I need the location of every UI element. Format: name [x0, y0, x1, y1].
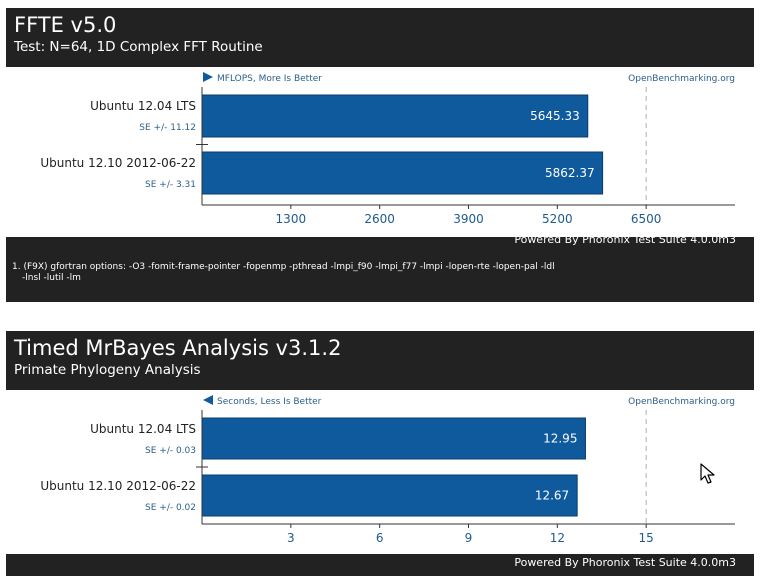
chart-title: FFTE v5.0	[14, 13, 117, 37]
bar-value-label: 12.95	[543, 432, 577, 446]
bar	[201, 94, 589, 138]
x-tick-label: 15	[639, 531, 654, 545]
note-line: -lnsl -lutil -lm	[22, 273, 81, 283]
error-label: SE +/- 0.03	[145, 446, 196, 456]
bar-value-label: 12.67	[535, 489, 569, 503]
source-label: OpenBenchmarking.org	[628, 397, 735, 407]
chart-subtitle: Primate Phylogeny Analysis	[14, 362, 201, 378]
category-label: Ubuntu 12.10 2012-06-22	[40, 479, 196, 493]
bar-value-label: 5862.37	[545, 166, 595, 180]
chart-title: Timed MrBayes Analysis v3.1.2	[14, 336, 342, 360]
chart-panel-mrbayes: Timed MrBayes Analysis v3.1.2 Primate Ph…	[6, 331, 754, 576]
error-label: SE +/- 0.02	[145, 503, 196, 513]
direction-arrow-icon	[203, 72, 213, 82]
bar	[201, 474, 578, 517]
powered-by-text: Powered By Phoronix Test Suite 4.0.0m3	[514, 556, 736, 569]
bar-value-label: 5645.33	[530, 109, 580, 123]
x-tick-label: 5200	[542, 212, 573, 226]
plot-area: Seconds, Less Is Better OpenBenchmarking.…	[6, 390, 754, 554]
source-label: OpenBenchmarking.org	[628, 74, 735, 84]
error-label: SE +/- 11.12	[139, 123, 196, 133]
bar-chart: Seconds, Less Is Better OpenBenchmarking.…	[40, 395, 735, 545]
x-tick-label: 2600	[364, 212, 395, 226]
x-tick-label: 12	[550, 531, 565, 545]
bar-chart: MFLOPS, More Is Better OpenBenchmarking.o…	[40, 72, 735, 226]
x-tick-label: 3	[287, 531, 295, 545]
plot-area: MFLOPS, More Is Better OpenBenchmarking.o…	[6, 67, 754, 237]
mouse-pointer-icon	[700, 463, 715, 484]
axis-label: MFLOPS, More Is Better	[217, 74, 322, 84]
powered-by-text: Powered By Phoronix Test Suite 4.0.0m3	[514, 233, 736, 246]
category-label: Ubuntu 12.04 LTS	[90, 422, 196, 436]
x-tick-label: 3900	[453, 212, 484, 226]
x-tick-label: 9	[465, 531, 473, 545]
chart-subtitle: Test: N=64, 1D Complex FFT Routine	[14, 39, 263, 55]
x-tick-label: 6	[376, 531, 384, 545]
direction-arrow-icon	[203, 395, 213, 405]
category-label: Ubuntu 12.04 LTS	[90, 99, 196, 113]
error-label: SE +/- 3.31	[145, 180, 196, 190]
axis-label: Seconds, Less Is Better	[217, 397, 322, 407]
note-line: 1. (F9X) gfortran options: -O3 -fomit-fr…	[12, 262, 555, 272]
bar	[201, 417, 586, 460]
x-tick-label: 1300	[276, 212, 307, 226]
x-tick-label: 6500	[631, 212, 662, 226]
chart-panel-ffte: FFTE v5.0 Test: N=64, 1D Complex FFT Rou…	[6, 8, 754, 302]
compiler-notes: 1. (F9X) gfortran options: -O3 -fomit-fr…	[12, 262, 612, 284]
bar	[201, 151, 604, 195]
category-label: Ubuntu 12.10 2012-06-22	[40, 156, 196, 170]
